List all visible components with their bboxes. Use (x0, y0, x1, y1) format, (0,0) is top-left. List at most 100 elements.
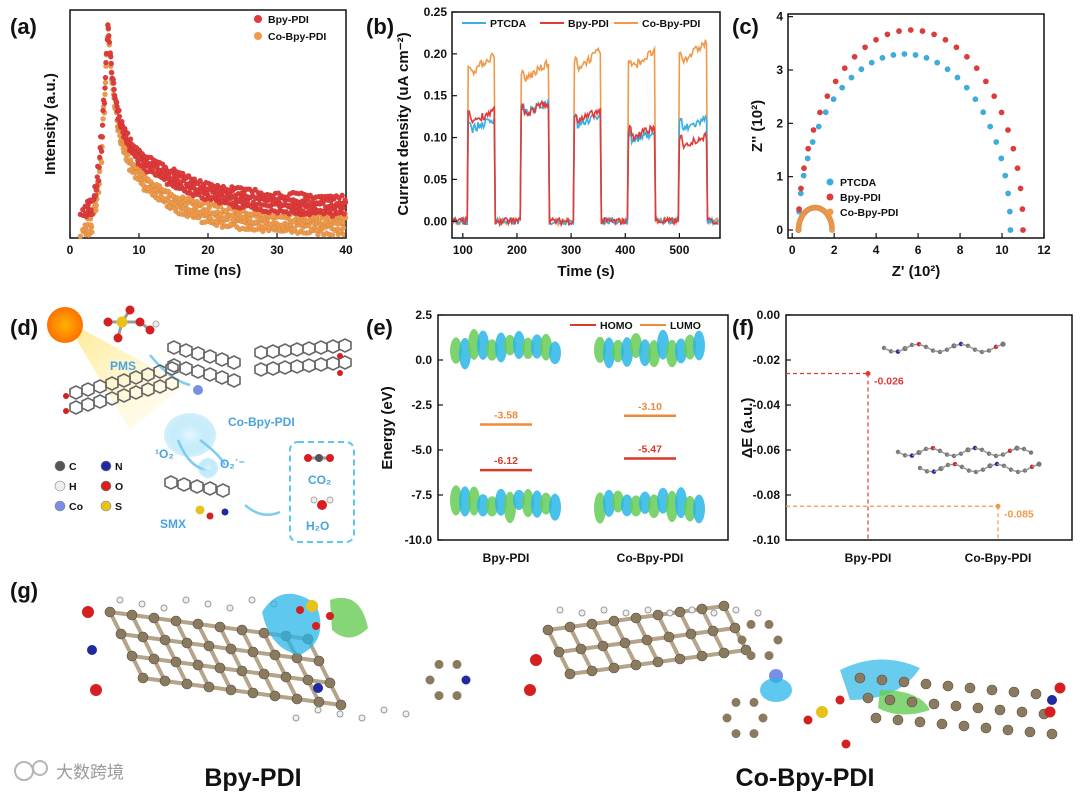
watermark-logo-icon (14, 761, 34, 781)
oxygen-atom (524, 684, 536, 696)
carbon-atom (203, 640, 215, 652)
co-bpy-pdi-adsorption-model-atom (966, 468, 972, 473)
carbon-atom (1030, 688, 1042, 700)
data-point-bpy-pdi (103, 59, 109, 66)
carbon-atom (115, 628, 127, 640)
carbon-atom (181, 637, 193, 649)
data-point-ptcda (923, 54, 930, 61)
oxygen-atom (63, 408, 69, 414)
data-point-bpy-pdi (102, 74, 109, 81)
pdi-arm-right-ring (266, 344, 280, 359)
co2-label: CO₂ (308, 473, 331, 487)
data-point-co-bpy-pdi (93, 202, 100, 209)
panel-e-ytick-label: -7.5 (411, 488, 432, 502)
data-point-bpy-pdi (90, 197, 96, 203)
panel-c-ytick-label: 4 (776, 10, 783, 24)
atom-legend-marker (54, 500, 66, 512)
panel-c-points (795, 27, 1027, 233)
panel-b-xtick-label: 200 (507, 243, 527, 257)
atom-legend-label: Co (69, 501, 83, 513)
carbon-atom (718, 600, 730, 612)
smx-label: SMX (160, 517, 186, 531)
panel-a-ylabel: Intensity (a.u.) (42, 73, 59, 175)
legend-marker-ptcda-c (826, 178, 834, 186)
pyridine-atom (749, 729, 759, 739)
pdi-arm-left-ring (105, 391, 119, 406)
data-point-ptcda (934, 59, 941, 66)
bipyridine-core-ring (227, 373, 241, 388)
orbital-lobe-lumo (621, 337, 633, 367)
degradation-arrow (244, 504, 281, 517)
adsorption-energy-point (865, 371, 871, 376)
orbital-lobe-lumo (459, 337, 471, 370)
data-point-bpy-pdi (810, 126, 817, 133)
panel-f-ytick-label: -0.08 (753, 488, 781, 502)
orbital-lobe-homo (621, 494, 633, 517)
carbon-atom (104, 606, 116, 618)
data-point-ptcda (972, 96, 979, 103)
data-point-ptcda (858, 66, 865, 73)
carbon-atom (950, 700, 962, 712)
carbon-atom (641, 634, 653, 646)
pdi-arm-left-ring (81, 397, 95, 412)
orbital-lobe-homo (495, 488, 507, 516)
orbital-lobe-homo (513, 489, 525, 511)
panel-a-points (77, 21, 349, 240)
carbon-atom (630, 659, 642, 671)
carbon-atom (1016, 706, 1028, 718)
data-point-bpy-pdi (113, 98, 119, 105)
panel-c-legend: PTCDA Bpy-PDI Co-Bpy-PDI (826, 177, 898, 219)
data-point-ptcda (830, 96, 837, 103)
orbital-lobe-homo (630, 495, 642, 517)
orbital-lobe-lumo (684, 334, 696, 360)
co-bpy-pdi-adsorption-model-atom (902, 453, 908, 458)
data-point-co-bpy-pdi (229, 212, 236, 219)
legend-label-homo: HOMO (600, 320, 633, 332)
data-point-ptcda (1005, 190, 1012, 197)
panel-f-frame (785, 314, 1073, 541)
activation-glow (164, 413, 216, 457)
panel-e-legend: HOMO LUMO (570, 320, 701, 332)
hydrogen-atom (380, 706, 388, 714)
radical-arrow-2 (199, 439, 227, 466)
legend-label-bpy-pdi-a: Bpy-PDI (268, 14, 309, 26)
panel-c-ylabel: Z'' (10²) (749, 100, 766, 152)
pyridine-atom (722, 713, 732, 723)
hydrogen-atom (292, 714, 300, 722)
panel-c-xtick-label: 8 (957, 243, 964, 257)
data-point-bpy-pdi (181, 186, 187, 193)
carbon-atom (980, 722, 992, 734)
data-point-ptcda (954, 74, 961, 81)
carbon-atom (1002, 724, 1014, 736)
data-point-bpy-pdi (832, 78, 839, 85)
data-point-bpy-pdi (796, 206, 803, 213)
bipyridine-core-ring (203, 367, 217, 382)
energy-value-label: -3.58 (494, 409, 518, 421)
framework-structures (63, 338, 352, 415)
atom-legend-label: N (115, 461, 123, 473)
pyridine-atom (452, 691, 462, 701)
co-bpy-pdi-adsorption-model-atom (924, 469, 930, 474)
legend-marker-bpy-pdi-c (826, 193, 834, 201)
pyridine-atom (746, 619, 756, 629)
carbon-atom (870, 712, 882, 724)
orbital-lobe-lumo (603, 337, 615, 369)
hydrogen-atom (754, 609, 762, 617)
smx-nitrogen-atom (221, 508, 229, 516)
pdi-arm-left-ring (93, 394, 107, 409)
carbon-atom (619, 637, 631, 649)
data-point-bpy-pdi (93, 187, 100, 193)
sun-icon (47, 307, 83, 343)
energy-value-label: -5.47 (638, 443, 662, 455)
data-point-ptcda (998, 155, 1005, 162)
carbon-atom (928, 698, 940, 710)
carbon-atom (972, 702, 984, 714)
carbon-atom (126, 609, 138, 621)
panel-label-d: (d) (10, 315, 38, 340)
panel-f-ytick-label: -0.10 (753, 533, 781, 547)
oxygen-atom (82, 606, 94, 618)
panel-c-xtick-label: 0 (789, 243, 796, 257)
data-point-ptcda (848, 74, 855, 81)
